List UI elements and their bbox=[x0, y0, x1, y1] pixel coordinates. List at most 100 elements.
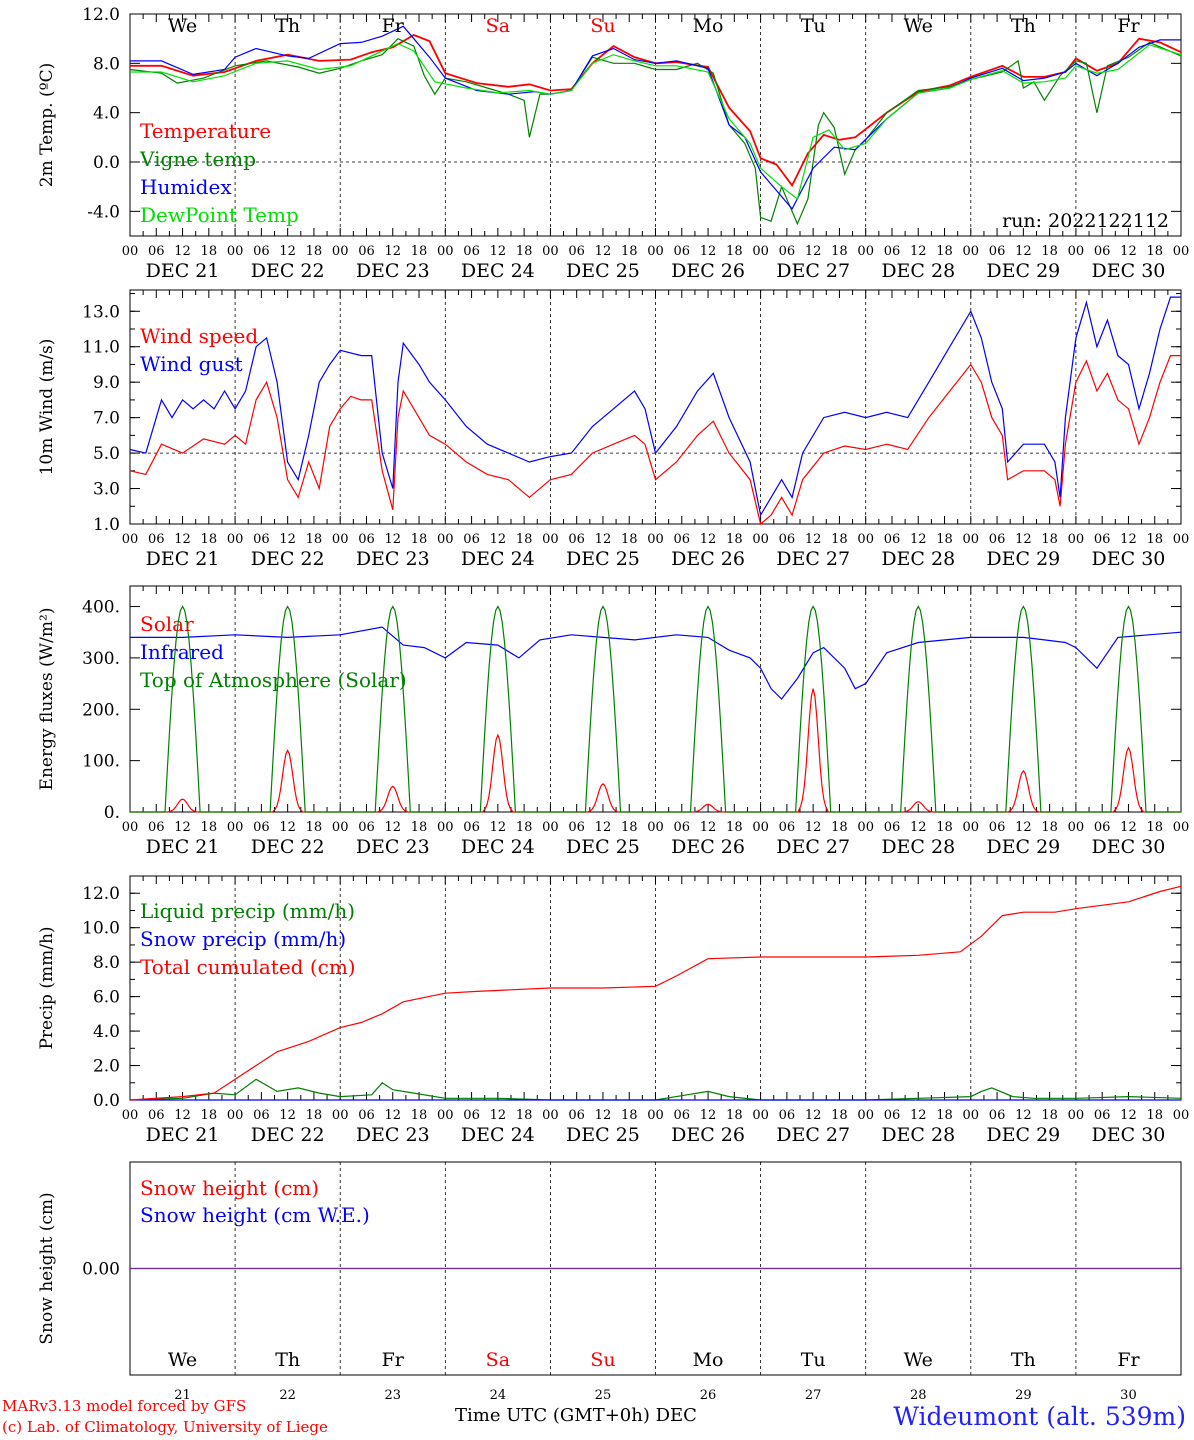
hour-label: 00 bbox=[1173, 244, 1190, 259]
hour-label: 00 bbox=[647, 532, 664, 547]
hour-label: 18 bbox=[306, 532, 323, 547]
y-tick-label: 300. bbox=[82, 649, 120, 669]
weekday-label: Fr bbox=[382, 15, 405, 37]
hour-label: 18 bbox=[726, 1108, 743, 1123]
hour-label: 00 bbox=[542, 532, 559, 547]
hour-label: 12 bbox=[910, 244, 927, 259]
hour-label: 18 bbox=[831, 244, 848, 259]
y-tick-label: 0.0 bbox=[93, 153, 120, 173]
legend-entry: DewPoint Temp bbox=[140, 203, 299, 227]
y-tick-label: 200. bbox=[82, 700, 120, 720]
hour-label: 00 bbox=[332, 532, 349, 547]
legend-entry: Wind speed bbox=[140, 324, 258, 348]
date-label: DEC 28 bbox=[881, 260, 955, 282]
hour-label: 06 bbox=[884, 1108, 901, 1123]
hour-label: 18 bbox=[1146, 1108, 1163, 1123]
legend-entry: Snow height (cm) bbox=[140, 1176, 319, 1200]
weekday-label: Fr bbox=[1117, 15, 1140, 37]
legend-entry: Vigne temp bbox=[139, 147, 256, 171]
y-tick-label: 5.0 bbox=[93, 444, 120, 464]
hour-label: 00 bbox=[227, 532, 244, 547]
hour-label: 12 bbox=[384, 532, 401, 547]
hour-label: 06 bbox=[1094, 1108, 1111, 1123]
hour-label: 00 bbox=[437, 1108, 454, 1123]
hour-label: 12 bbox=[805, 244, 822, 259]
weekday-label: We bbox=[168, 15, 197, 37]
day-number: 26 bbox=[700, 1388, 717, 1403]
hour-label: 00 bbox=[122, 1108, 139, 1123]
y-tick-label: 400. bbox=[82, 598, 120, 618]
run-label: run: 2022122112 bbox=[1002, 210, 1169, 232]
y-tick-label: 8.0 bbox=[93, 54, 120, 74]
hour-label: 00 bbox=[542, 244, 559, 259]
hour-label: 18 bbox=[621, 820, 638, 835]
date-label: DEC 29 bbox=[986, 1124, 1060, 1146]
hour-label: 06 bbox=[463, 1108, 480, 1123]
date-label: DEC 30 bbox=[1092, 548, 1166, 570]
hour-label: 00 bbox=[437, 532, 454, 547]
hour-label: 00 bbox=[332, 820, 349, 835]
hour-label: 00 bbox=[1173, 820, 1190, 835]
y-tick-label: 9.0 bbox=[93, 373, 120, 393]
hour-label: 12 bbox=[700, 532, 717, 547]
legend-entry: Snow precip (mm/h) bbox=[140, 927, 346, 951]
series-line-temperature bbox=[130, 34, 1182, 188]
hour-label: 06 bbox=[253, 532, 270, 547]
date-label: DEC 21 bbox=[146, 548, 220, 570]
date-label: DEC 25 bbox=[566, 836, 640, 858]
date-label: DEC 22 bbox=[251, 1124, 325, 1146]
hour-label: 18 bbox=[1146, 532, 1163, 547]
hour-label: 12 bbox=[805, 820, 822, 835]
date-label: DEC 29 bbox=[986, 548, 1060, 570]
hour-label: 00 bbox=[332, 244, 349, 259]
hour-label: 12 bbox=[700, 820, 717, 835]
hour-label: 12 bbox=[910, 1108, 927, 1123]
hour-label: 12 bbox=[174, 1108, 191, 1123]
weekday-label: We bbox=[904, 1349, 933, 1371]
hour-label: 00 bbox=[752, 1108, 769, 1123]
hour-label: 06 bbox=[674, 1108, 691, 1123]
weekday-label: Mo bbox=[693, 15, 724, 37]
hour-label: 06 bbox=[1094, 532, 1111, 547]
hour-label: 00 bbox=[752, 244, 769, 259]
hour-label: 06 bbox=[1094, 244, 1111, 259]
hour-label: 00 bbox=[857, 244, 874, 259]
time-axis-title: Time UTC (GMT+0h) DEC bbox=[455, 1405, 697, 1426]
hour-label: 18 bbox=[726, 820, 743, 835]
date-label: DEC 24 bbox=[461, 836, 535, 858]
y-tick-label: 0.00 bbox=[82, 1260, 120, 1280]
hour-label: 12 bbox=[1015, 820, 1032, 835]
date-label: DEC 26 bbox=[671, 836, 745, 858]
hour-label: 18 bbox=[516, 532, 533, 547]
hour-label: 18 bbox=[1146, 244, 1163, 259]
date-label: DEC 26 bbox=[671, 1124, 745, 1146]
date-label: DEC 22 bbox=[251, 548, 325, 570]
hour-label: 18 bbox=[516, 820, 533, 835]
date-label: DEC 23 bbox=[356, 1124, 430, 1146]
date-label: DEC 30 bbox=[1092, 1124, 1166, 1146]
hour-label: 06 bbox=[463, 244, 480, 259]
date-label: DEC 27 bbox=[776, 836, 850, 858]
hour-label: 00 bbox=[1068, 244, 1085, 259]
hour-label: 18 bbox=[201, 820, 218, 835]
hour-label: 12 bbox=[279, 820, 296, 835]
hour-label: 12 bbox=[910, 820, 927, 835]
station-title: Wideumont (alt. 539m) bbox=[893, 1402, 1186, 1431]
hour-label: 06 bbox=[884, 244, 901, 259]
series-line-dewpoint-temp bbox=[130, 42, 1182, 201]
hour-label: 12 bbox=[174, 820, 191, 835]
hour-label: 18 bbox=[306, 1108, 323, 1123]
hour-label: 18 bbox=[831, 820, 848, 835]
hour-label: 18 bbox=[1041, 820, 1058, 835]
hour-label: 12 bbox=[1120, 532, 1137, 547]
hour-label: 00 bbox=[227, 1108, 244, 1123]
hour-label: 12 bbox=[700, 1108, 717, 1123]
y-tick-label: 10.0 bbox=[82, 919, 120, 939]
hour-label: 00 bbox=[752, 820, 769, 835]
weekday-label: Tu bbox=[801, 15, 826, 37]
hour-label: 12 bbox=[490, 532, 507, 547]
hour-label: 00 bbox=[227, 244, 244, 259]
hour-label: 12 bbox=[279, 532, 296, 547]
legend-entry: Liquid precip (mm/h) bbox=[140, 899, 355, 923]
date-label: DEC 24 bbox=[461, 1124, 535, 1146]
